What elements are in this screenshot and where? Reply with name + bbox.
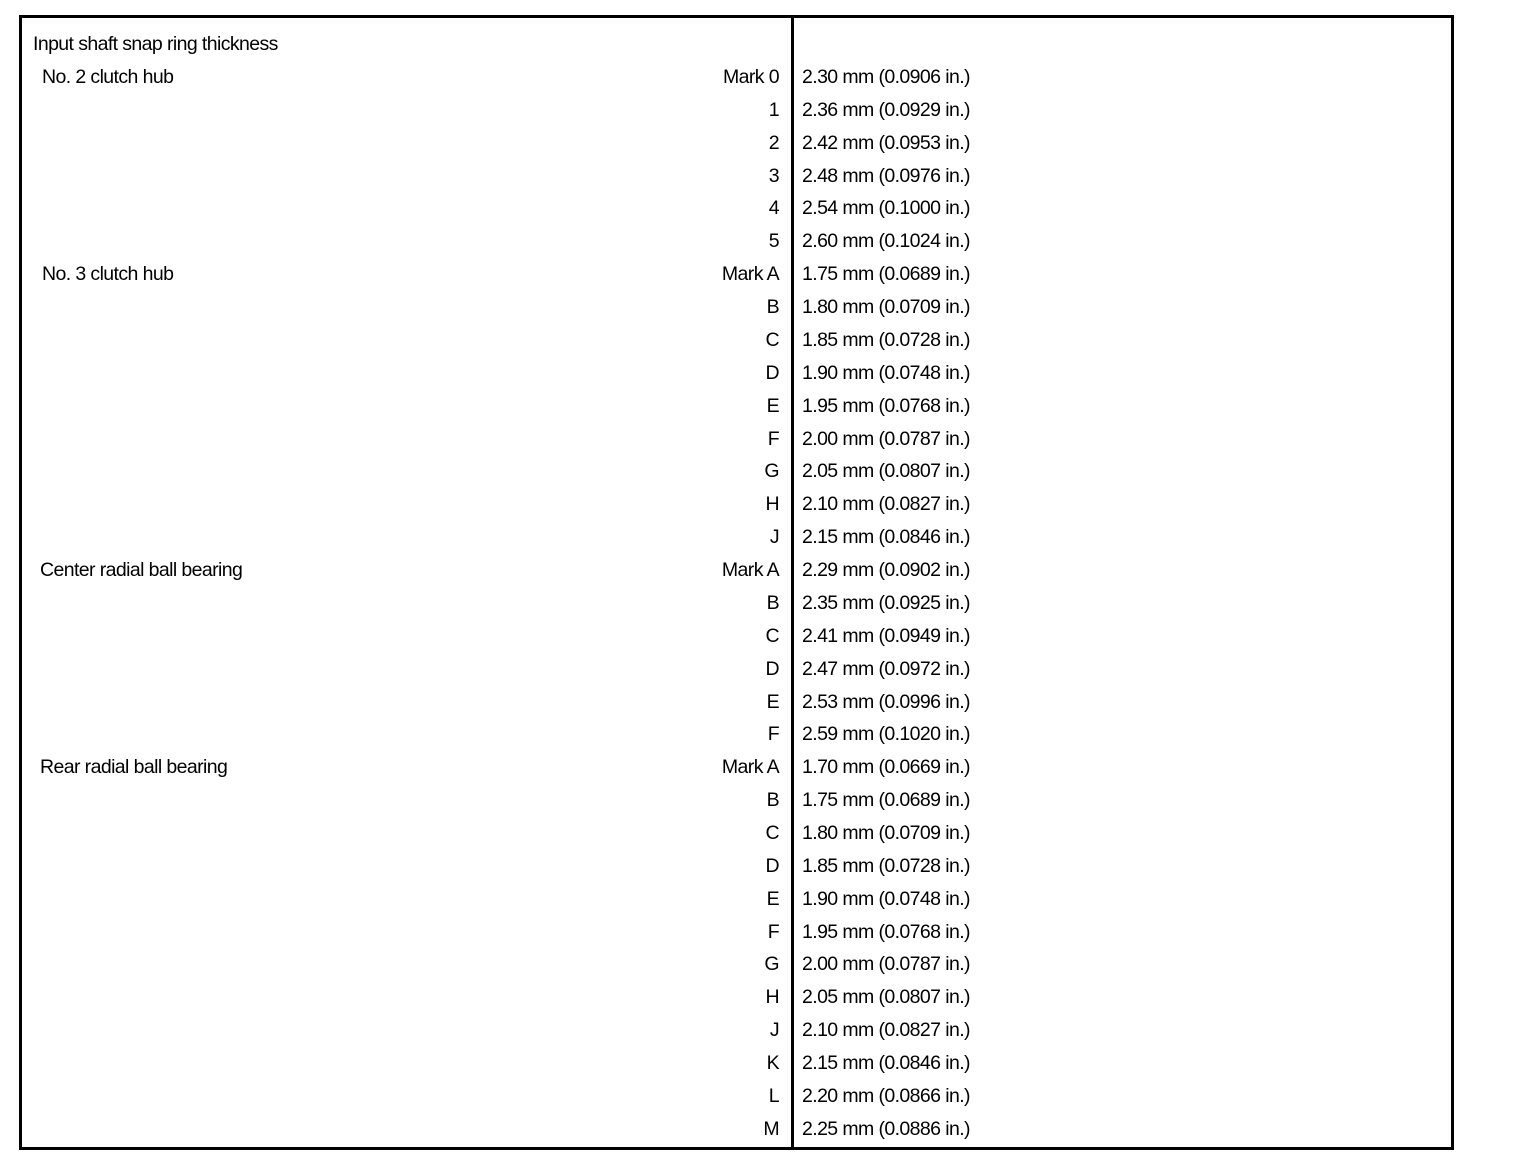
thickness-value: 1.75 mm (0.0689 in.) [802, 789, 971, 812]
mark-label: M [763, 1117, 779, 1140]
mark-label: F [767, 427, 780, 450]
thickness-value: 1.85 mm (0.0728 in.) [802, 854, 971, 877]
thickness-value: 2.10 mm (0.0827 in.) [802, 1019, 971, 1042]
mark-label: Mark A [721, 559, 780, 582]
mark-label: H [765, 986, 780, 1009]
group-label: No. 3 clutch hub [42, 263, 174, 286]
thickness-value: 2.25 mm (0.0886 in.) [802, 1117, 971, 1140]
mark-label: D [765, 657, 780, 680]
thickness-value: 2.36 mm (0.0929 in.) [802, 98, 971, 121]
mark-label: Mark 0 [723, 66, 780, 88]
thickness-value: 2.30 mm (0.0906 in.) [802, 66, 971, 88]
mark-label: F [767, 920, 780, 943]
spec-table-border [19, 15, 1454, 1150]
mark-label: 3 [768, 164, 780, 187]
thickness-value: 2.59 mm (0.1020 in.) [802, 723, 971, 746]
thickness-value: 2.15 mm (0.0846 in.) [802, 1052, 971, 1075]
thickness-value: 2.00 mm (0.0787 in.) [802, 427, 971, 450]
mark-label: D [765, 361, 780, 384]
mark-label: Mark A [721, 263, 780, 286]
thickness-value: 2.53 mm (0.0996 in.) [802, 690, 971, 713]
thickness-value: 1.90 mm (0.0748 in.) [802, 887, 971, 910]
mark-label: 5 [768, 230, 780, 253]
thickness-value: 1.95 mm (0.0768 in.) [802, 394, 971, 417]
mark-label: E [766, 690, 780, 713]
thickness-value: 1.75 mm (0.0689 in.) [802, 263, 971, 286]
thickness-value: 1.95 mm (0.0768 in.) [802, 920, 971, 943]
thickness-value: 2.60 mm (0.1024 in.) [802, 230, 971, 253]
mark-label: 1 [768, 98, 780, 121]
mark-label: G [764, 460, 779, 483]
mark-label: K [766, 1052, 780, 1075]
thickness-value: 2.05 mm (0.0807 in.) [802, 986, 971, 1009]
mark-label: H [765, 493, 780, 516]
thickness-value: 1.80 mm (0.0709 in.) [802, 822, 971, 844]
mark-label: F [767, 723, 780, 746]
group-label: Center radial ball bearing [40, 559, 243, 582]
table-title: Input shaft snap ring thickness [33, 33, 278, 55]
group-label: Rear radial ball bearing [40, 756, 228, 779]
thickness-value: 2.15 mm (0.0846 in.) [802, 526, 971, 549]
thickness-value: 1.90 mm (0.0748 in.) [802, 361, 971, 384]
mark-label: J [769, 526, 780, 549]
mark-label: C [765, 328, 780, 351]
thickness-value: 2.48 mm (0.0976 in.) [802, 164, 971, 187]
thickness-value: 1.80 mm (0.0709 in.) [802, 296, 971, 319]
mark-label: B [766, 789, 780, 812]
mark-label: J [769, 1019, 780, 1042]
thickness-value: 1.70 mm (0.0669 in.) [802, 756, 971, 779]
mark-label: L [768, 1084, 780, 1107]
mark-label: 4 [768, 197, 780, 220]
thickness-value: 2.35 mm (0.0925 in.) [802, 591, 971, 614]
thickness-value: 2.41 mm (0.0949 in.) [802, 624, 971, 647]
thickness-value: 1.85 mm (0.0728 in.) [802, 328, 971, 351]
thickness-value: 2.10 mm (0.0827 in.) [802, 493, 971, 516]
thickness-value: 2.00 mm (0.0787 in.) [802, 953, 971, 976]
mark-label: G [764, 953, 779, 976]
thickness-value: 2.42 mm (0.0953 in.) [802, 131, 971, 154]
thickness-value: 2.47 mm (0.0972 in.) [802, 657, 971, 680]
mark-label: E [766, 887, 780, 910]
column-divider [791, 15, 794, 1147]
thickness-value: 2.54 mm (0.1000 in.) [802, 197, 971, 220]
thickness-value: 2.05 mm (0.0807 in.) [802, 460, 971, 483]
mark-label: B [766, 296, 780, 319]
group-label: No. 2 clutch hub [42, 66, 174, 88]
mark-label: Mark A [721, 756, 780, 779]
mark-label: E [766, 394, 780, 417]
mark-label: C [765, 624, 780, 647]
mark-label: D [765, 854, 780, 877]
mark-label: 2 [768, 131, 780, 154]
mark-label: B [766, 591, 780, 614]
thickness-value: 2.20 mm (0.0866 in.) [802, 1084, 971, 1107]
mark-label: C [765, 822, 780, 844]
thickness-value: 2.29 mm (0.0902 in.) [802, 559, 971, 582]
